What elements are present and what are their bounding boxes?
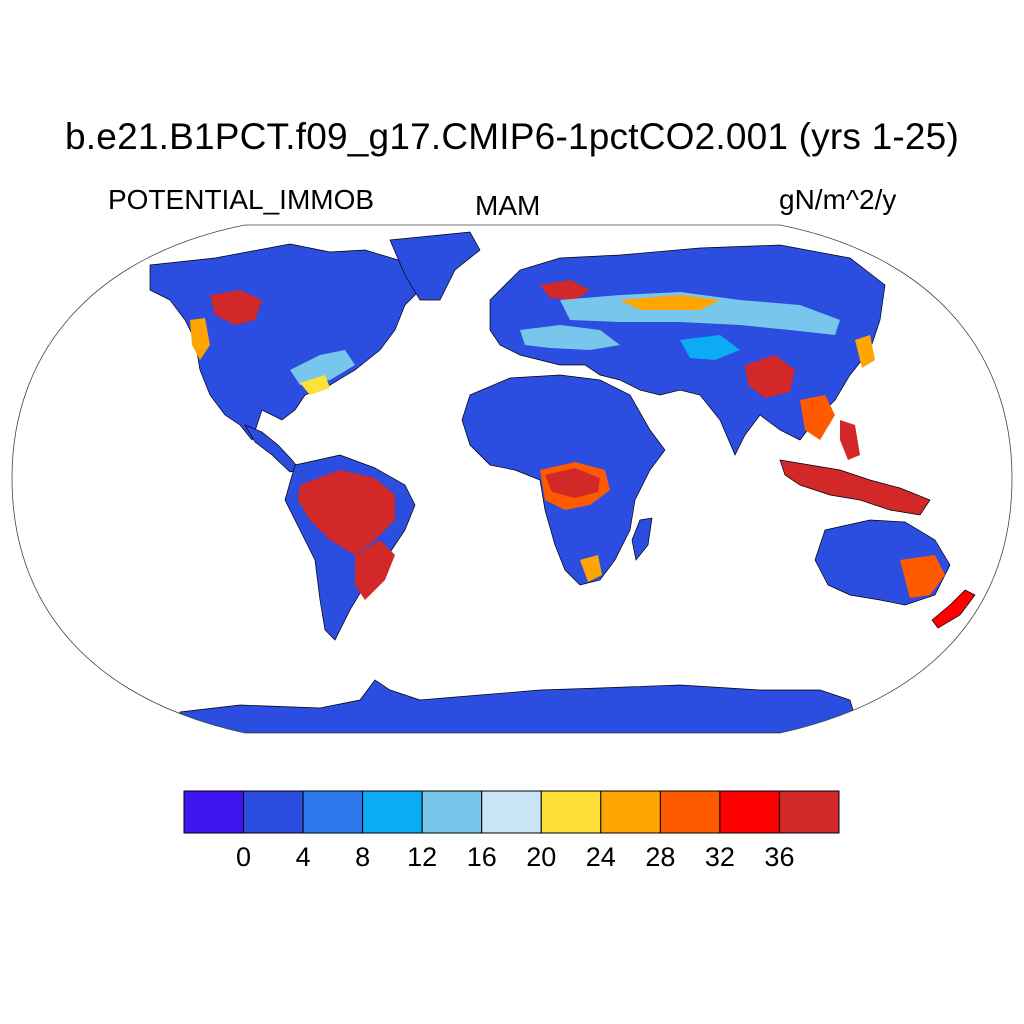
- colorbar-swatch: [778, 790, 840, 834]
- greenland-land: [389, 231, 481, 301]
- new-zealand-land: [931, 589, 976, 629]
- colorbar-swatch: [421, 790, 483, 834]
- colorbar-tick-label: 32: [704, 842, 735, 872]
- variable-label: POTENTIAL_IMMOB: [108, 184, 375, 215]
- colorbar-swatch: [302, 790, 364, 834]
- maritime-asia-land: [779, 459, 931, 516]
- colorbar-swatch: [243, 790, 304, 834]
- colorbar-tick-label: 20: [526, 842, 557, 872]
- colorbar-tick-label: 28: [645, 842, 676, 872]
- colorbar-swatch: [183, 790, 245, 834]
- colorbar-swatch: [659, 790, 721, 834]
- colorbar-tick-label: 8: [355, 842, 371, 872]
- colorbar-tick-label: 36: [764, 842, 795, 872]
- map-outline: [11, 224, 1013, 734]
- colorbar-swatch: [600, 790, 661, 834]
- colorbar-tick-label: 24: [585, 842, 616, 872]
- colorbar-tick-label: 16: [466, 842, 497, 872]
- colorbar-tick-label: 12: [407, 842, 438, 872]
- colorbar-tick-label: 4: [295, 842, 311, 872]
- high-value-regions: [190, 280, 945, 600]
- colorbar-swatch: [540, 790, 602, 834]
- colorbar-tick-label: 0: [236, 842, 252, 872]
- colorbar-swatch: [719, 790, 780, 834]
- season-label: MAM: [475, 190, 541, 221]
- colorbar-swatch: [481, 790, 542, 834]
- colorbar-swatch: [362, 790, 423, 834]
- units-label: gN/m^2/y: [779, 184, 897, 215]
- madagascar-land: [631, 517, 653, 561]
- map-title: b.e21.B1PCT.f09_g17.CMIP6-1pctCO2.001 (y…: [65, 116, 959, 157]
